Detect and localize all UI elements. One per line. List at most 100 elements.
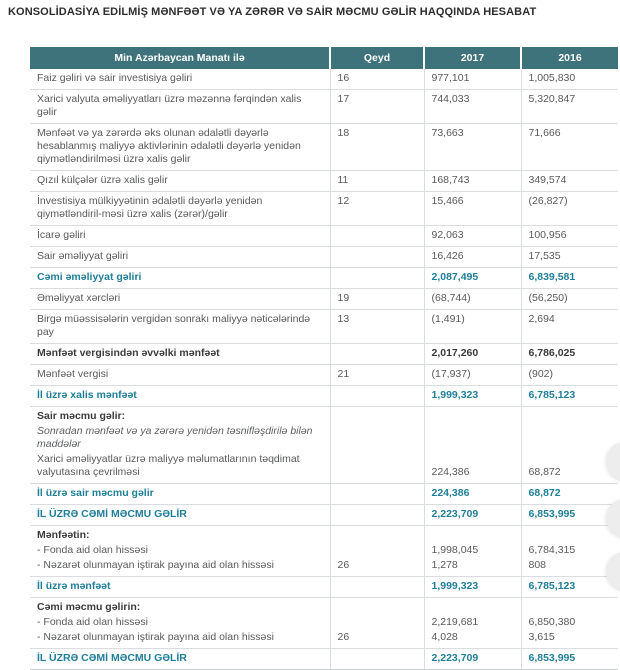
- row-label: - Fonda aid olan hissəsi: [37, 544, 148, 556]
- row-value-2017: 224,386: [423, 452, 521, 484]
- table-row: Sair əməliyyat gəliri 16,426 17,535: [30, 246, 618, 268]
- row-value-2017: 92,063: [423, 225, 521, 247]
- table-header: Min Azərbaycan Manatı ilə Qeyd 2017 2016: [30, 47, 618, 69]
- row-note-ref: [329, 597, 424, 615]
- row-label: Mənfəət və ya zərərdə əks olunan ədalətl…: [30, 123, 330, 171]
- row-value-2016: 6,850,380: [520, 615, 618, 630]
- row-value-2016: 1,005,830: [520, 69, 618, 90]
- row-label: Mənfəət vergisi: [30, 364, 330, 386]
- report-page: { "title": "KONSOLİDASİYA EDİLMİŞ MƏNFƏƏ…: [8, 6, 620, 670]
- table-row: Mənfəət vergisindən əvvəlki mənfəət 2,01…: [30, 343, 618, 365]
- row-value-2017: 2,219,681: [423, 615, 521, 630]
- table-row: Mənfəətin:: [30, 525, 618, 543]
- financial-statement-table-wrap: Min Azərbaycan Manatı ilə Qeyd 2017 2016…: [30, 47, 618, 670]
- row-label: İl üzrə mənfəət: [30, 576, 330, 598]
- floating-widget-button-1[interactable]: [606, 442, 620, 480]
- row-value-2017: (68,744): [423, 288, 521, 310]
- table-row: Xarici əməliyyatlar üzrə maliyyə məlumat…: [30, 452, 618, 484]
- row-note-ref: [329, 452, 424, 484]
- row-note-ref: [329, 615, 424, 630]
- row-value-2016: (26,827): [520, 191, 618, 226]
- table-row: İL ÜZRƏ CƏMİ MƏCMU GƏLİR 2,223,709 6,853…: [30, 648, 618, 670]
- row-label: - Fonda aid olan hissəsi: [37, 616, 148, 628]
- row-note-ref: [329, 525, 424, 543]
- row-label: Sair məcmu gəlir:: [37, 410, 126, 422]
- row-note-ref: [329, 343, 424, 365]
- row-value-2016: 2,694: [520, 309, 618, 344]
- table-row: Birgə müəssisələrin vergidən sonrakı mal…: [30, 309, 618, 344]
- table-row: Cəmi əməliyyat gəliri 2,087,495 6,839,58…: [30, 267, 618, 289]
- row-value-2017: 1,999,323: [423, 576, 521, 598]
- row-value-2017: 73,663: [423, 123, 521, 171]
- row-note-ref: [329, 424, 424, 452]
- table-row: - Nəzarət olunmayan iştirak payına aid o…: [30, 630, 618, 649]
- row-value-2016: (902): [520, 364, 618, 386]
- table-row: - Fonda aid olan hissəsi 2,219,681 6,850…: [30, 615, 618, 630]
- table-row: İcarə gəliri 92,063 100,956: [30, 225, 618, 247]
- row-note-ref: 19: [329, 288, 424, 310]
- table-row: Faiz gəliri və sair investisiya gəliri 1…: [30, 69, 618, 90]
- row-note-ref: 21: [329, 364, 424, 386]
- row-label: Xarici əməliyyatlar üzrə maliyyə məlumat…: [30, 452, 330, 484]
- row-value-2016: 68,872: [520, 483, 618, 505]
- row-value-2017: 1,999,323: [423, 385, 521, 407]
- row-value-2017: 16,426: [423, 246, 521, 268]
- table-row: - Fonda aid olan hissəsi 1,998,045 6,784…: [30, 543, 618, 558]
- table-row: İl üzrə sair məcmu gəlir 224,386 68,872: [30, 483, 618, 505]
- row-label: Əməliyyat xərcləri: [30, 288, 330, 310]
- row-note-ref: [329, 385, 424, 407]
- table-row: İL ÜZRƏ CƏMİ MƏCMU GƏLİR 2,223,709 6,853…: [30, 504, 618, 526]
- financial-statement-table: Min Azərbaycan Manatı ilə Qeyd 2017 2016…: [30, 47, 618, 670]
- row-note-ref: [329, 406, 424, 424]
- row-label: Mənfəətin:: [37, 529, 90, 541]
- row-note-ref: 11: [329, 170, 424, 192]
- row-note-ref: [329, 543, 424, 558]
- row-value-2016: 349,574: [520, 170, 618, 192]
- row-label: Cəmi məcmu gəlirin:: [37, 601, 141, 613]
- page-title: KONSOLİDASİYA EDİLMİŞ MƏNFƏƏT VƏ YA ZƏRƏ…: [8, 6, 537, 18]
- row-value-2016: 100,956: [520, 225, 618, 247]
- row-note-ref: [329, 648, 424, 670]
- column-header-2016: 2016: [520, 47, 618, 69]
- row-value-2016: 68,872: [520, 452, 618, 484]
- column-header-currency: Min Azərbaycan Manatı ilə: [30, 47, 330, 69]
- table-row: Sair məcmu gəlir:: [30, 406, 618, 424]
- row-value-2016: [520, 424, 618, 452]
- floating-widget-button-3[interactable]: [606, 552, 620, 590]
- row-note-ref: [329, 576, 424, 598]
- table-row: Qızıl külçələr üzrə xalis gəlir 11 168,7…: [30, 170, 618, 192]
- row-value-2016: (56,250): [520, 288, 618, 310]
- table-row: - Nəzarət olunmayan iştirak payına aid o…: [30, 558, 618, 577]
- row-value-2017: 1,278: [423, 558, 521, 577]
- row-label: İL ÜZRƏ CƏMİ MƏCMU GƏLİR: [30, 504, 330, 526]
- table-row: Əməliyyat xərcləri 19 (68,744) (56,250): [30, 288, 618, 310]
- row-note-ref: 17: [329, 89, 424, 124]
- row-label: İl üzrə xalis mənfəət: [30, 385, 330, 407]
- row-value-2016: 808: [520, 558, 618, 577]
- row-value-2017: 168,743: [423, 170, 521, 192]
- row-value-2016: 6,786,025: [520, 343, 618, 365]
- row-label: - Nəzarət olunmayan iştirak payına aid o…: [30, 630, 330, 649]
- row-note-ref: [329, 225, 424, 247]
- row-value-2017: [423, 406, 521, 424]
- row-label: Cəmi əməliyyat gəliri: [30, 267, 330, 289]
- row-value-2017: 1,998,045: [423, 543, 521, 558]
- row-value-2016: 6,853,995: [520, 648, 618, 670]
- row-label: Faiz gəliri və sair investisiya gəliri: [30, 69, 330, 90]
- row-value-2017: 744,033: [423, 89, 521, 124]
- table-row: Sonradan mənfəət və ya zərərə yenidən tə…: [30, 424, 618, 452]
- row-value-2016: 6,785,123: [520, 385, 618, 407]
- row-label: - Nəzarət olunmayan iştirak payına aid o…: [30, 558, 330, 577]
- row-value-2017: 4,028: [423, 630, 521, 649]
- row-value-2017: (1,491): [423, 309, 521, 344]
- row-label: İL ÜZRƏ CƏMİ MƏCMU GƏLİR: [30, 648, 330, 670]
- row-value-2017: 2,087,495: [423, 267, 521, 289]
- row-note-ref: 18: [329, 123, 424, 171]
- floating-widget-button-2[interactable]: [606, 499, 620, 537]
- row-value-2016: 6,839,581: [520, 267, 618, 289]
- row-note-ref: 16: [329, 69, 424, 90]
- row-value-2017: [423, 597, 521, 615]
- row-label: Qızıl külçələr üzrə xalis gəlir: [30, 170, 330, 192]
- table-row: İl üzrə mənfəət 1,999,323 6,785,123: [30, 576, 618, 598]
- table-row: Mənfəət və ya zərərdə əks olunan ədalətl…: [30, 123, 618, 171]
